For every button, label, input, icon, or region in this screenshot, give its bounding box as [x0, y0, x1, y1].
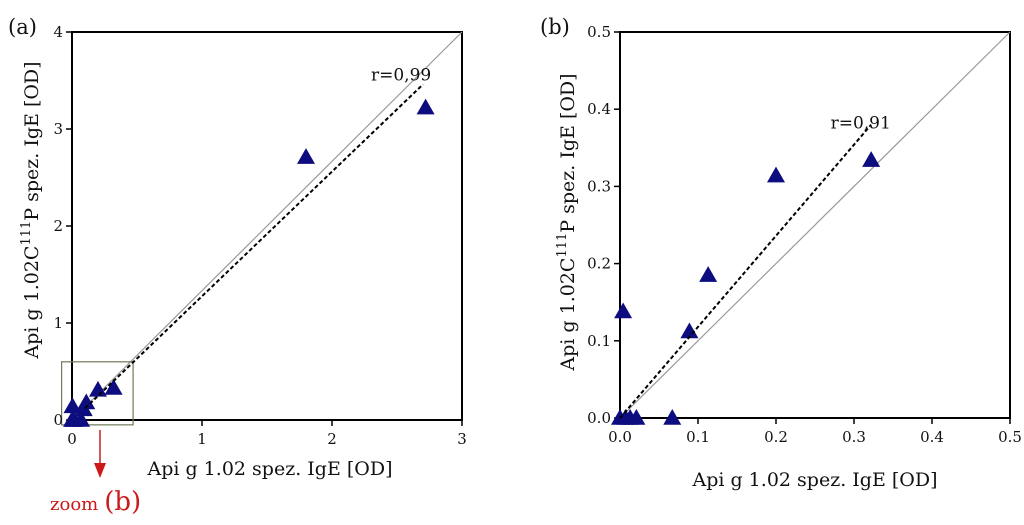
panel-b-x-tick-label: 0.0 [608, 428, 632, 446]
panel-b-y-axis-title-prefix: Api g 1.02C [557, 258, 579, 372]
panel-b-plot-frame [619, 31, 1011, 419]
zoom-annotation: zoom (b) [50, 430, 141, 517]
panel-a-y-tick-label: 3 [53, 120, 63, 138]
panel-a-zoom-box [60, 361, 134, 426]
panel-b-data-point [663, 409, 682, 425]
panel-b: (b) 0.0 0.1 0.2 0.3 0.4 0.5 0.0 0.1 0.2 0.3 0.4 0.5… [540, 15, 1022, 491]
panel-b-y-axis-title: Api g 1.02C111P spez. IgE [OD] [555, 73, 579, 371]
panel-b-x-axis-title: Api g 1.02 spez. IgE [OD] [691, 469, 937, 491]
zoom-text: zoom (b) [50, 487, 141, 517]
panel-a-y-axis-title-prefix: Api g 1.02C [21, 246, 43, 360]
panel-b-fit-line [619, 123, 872, 419]
panel-a-identity-line [71, 31, 463, 421]
panel-a-x-tick-label: 0 [67, 430, 77, 448]
panel-b-x-tick-label: 0.3 [842, 428, 866, 446]
panel-a-data-point [104, 378, 123, 395]
panel-a-data-point [297, 148, 315, 164]
panel-a-x-tick-label: 1 [197, 430, 207, 448]
panel-a-y-tick-label: 2 [53, 217, 63, 235]
panel-b-x-tick-label: 0.5 [998, 428, 1022, 446]
panel-b-data-point [767, 166, 785, 183]
panel-a-x-tick-label: 3 [457, 430, 467, 448]
zoom-panel-ref: (b) [104, 487, 141, 517]
panel-b-data-point [614, 302, 633, 319]
panel-b-y-tick-label: 0.0 [587, 409, 611, 427]
panel-b-data-point [862, 151, 881, 167]
panel-a-r-label: r=0,99 [371, 66, 431, 86]
panel-b-y-tick-label: 0.2 [587, 255, 611, 273]
panel-b-data-point [627, 409, 646, 425]
panel-b-data-point [680, 322, 699, 339]
panel-b-identity-line [619, 31, 1011, 419]
panel-a-y-axis-title: Api g 1.02C111P spez. IgE [OD] [19, 61, 43, 359]
panel-a: (a) 0 1 2 3 0 1 2 3 4 r=0,99 Api g 1.02 spez. IgE… [8, 15, 467, 480]
panel-b-y-tick-label: 0.4 [587, 100, 611, 118]
panel-a-x-tick-label: 2 [327, 430, 337, 448]
panel-b-label: (b) [540, 15, 570, 39]
panel-a-y-tick-label: 1 [53, 314, 63, 332]
panel-a-data-point [416, 98, 435, 115]
panel-b-y-tick-label: 0.5 [587, 23, 611, 41]
panel-b-y-tick-label: 0.1 [587, 332, 611, 350]
panel-b-y-axis-title-superscript: 111 [555, 233, 570, 258]
panel-b-y-axis-title-suffix: P spez. IgE [OD] [557, 73, 579, 232]
panel-b-x-tick-label: 0.2 [764, 428, 788, 446]
panel-a-y-tick-label: 4 [53, 23, 63, 41]
panel-a-y-axis-title-suffix: P spez. IgE [OD] [21, 61, 43, 220]
panel-a-data-point [63, 397, 82, 414]
panel-a-fit-line [84, 83, 424, 410]
panel-b-plot-area: 0.0 0.1 0.2 0.3 0.4 0.5 0.0 0.1 0.2 0.3 0.4 0.5 r=0,… [587, 23, 1022, 446]
zoom-word: zoom [50, 494, 98, 515]
panel-a-y-tick-label: 0 [53, 411, 63, 429]
panel-a-data-point [72, 411, 91, 427]
panel-b-x-tick-label: 0.4 [920, 428, 944, 446]
zoom-arrow-head [94, 463, 106, 478]
panel-a-label: (a) [8, 15, 37, 39]
panel-a-x-axis-title: Api g 1.02 spez. IgE [OD] [146, 458, 392, 480]
panel-b-r-label: r=0,91 [831, 114, 891, 134]
panel-b-data-point [699, 266, 718, 282]
panel-b-y-tick-label: 0.3 [587, 177, 611, 195]
panel-a-plot-area: 0 1 2 3 0 1 2 3 4 r=0,99 [53, 23, 466, 448]
panel-a-y-axis-title-superscript: 111 [19, 221, 34, 246]
panel-b-x-tick-label: 0.1 [686, 428, 710, 446]
